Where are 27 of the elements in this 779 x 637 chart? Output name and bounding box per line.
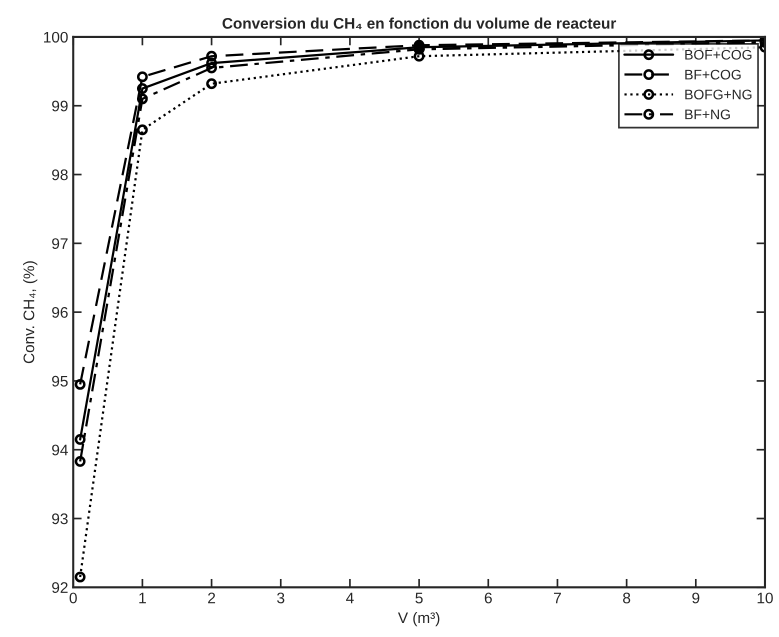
legend-label: BF+NG [685,109,730,120]
x-tick-label: 10 [758,592,773,604]
legend-label: BOFG+NG [685,90,752,100]
y-tick-label: 97 [52,238,68,250]
chart-title: Conversion du CH₄ en fonction du volume de reacteur [222,18,616,30]
y-tick-label: 93 [52,513,68,524]
y-tick-label: 92 [52,582,68,593]
x-tick-label: 7 [554,592,561,604]
legend-label: BF+COG [685,70,741,80]
x-tick-label: 0 [70,592,77,604]
legend-label: BOF+COG [685,50,752,60]
x-tick-label: 5 [415,592,423,604]
x-tick-label: 4 [346,592,354,604]
x-tick-label: 3 [277,592,284,604]
y-tick-label: 100 [44,32,68,43]
x-tick-label: 2 [208,592,216,604]
x-axis-title: V (m³) [398,612,440,626]
y-tick-label: 99 [52,100,68,112]
x-tick-label: 1 [139,592,146,604]
y-axis-title: Conv. CH₄, (%) [23,261,38,364]
x-tick-label: 9 [692,592,700,604]
y-tick-label: 96 [52,307,68,318]
y-tick-label: 95 [52,376,68,387]
x-tick-label: 8 [623,592,630,604]
y-tick-label: 98 [52,169,68,180]
x-tick-label: 6 [484,592,492,604]
y-tick-label: 94 [52,444,68,456]
